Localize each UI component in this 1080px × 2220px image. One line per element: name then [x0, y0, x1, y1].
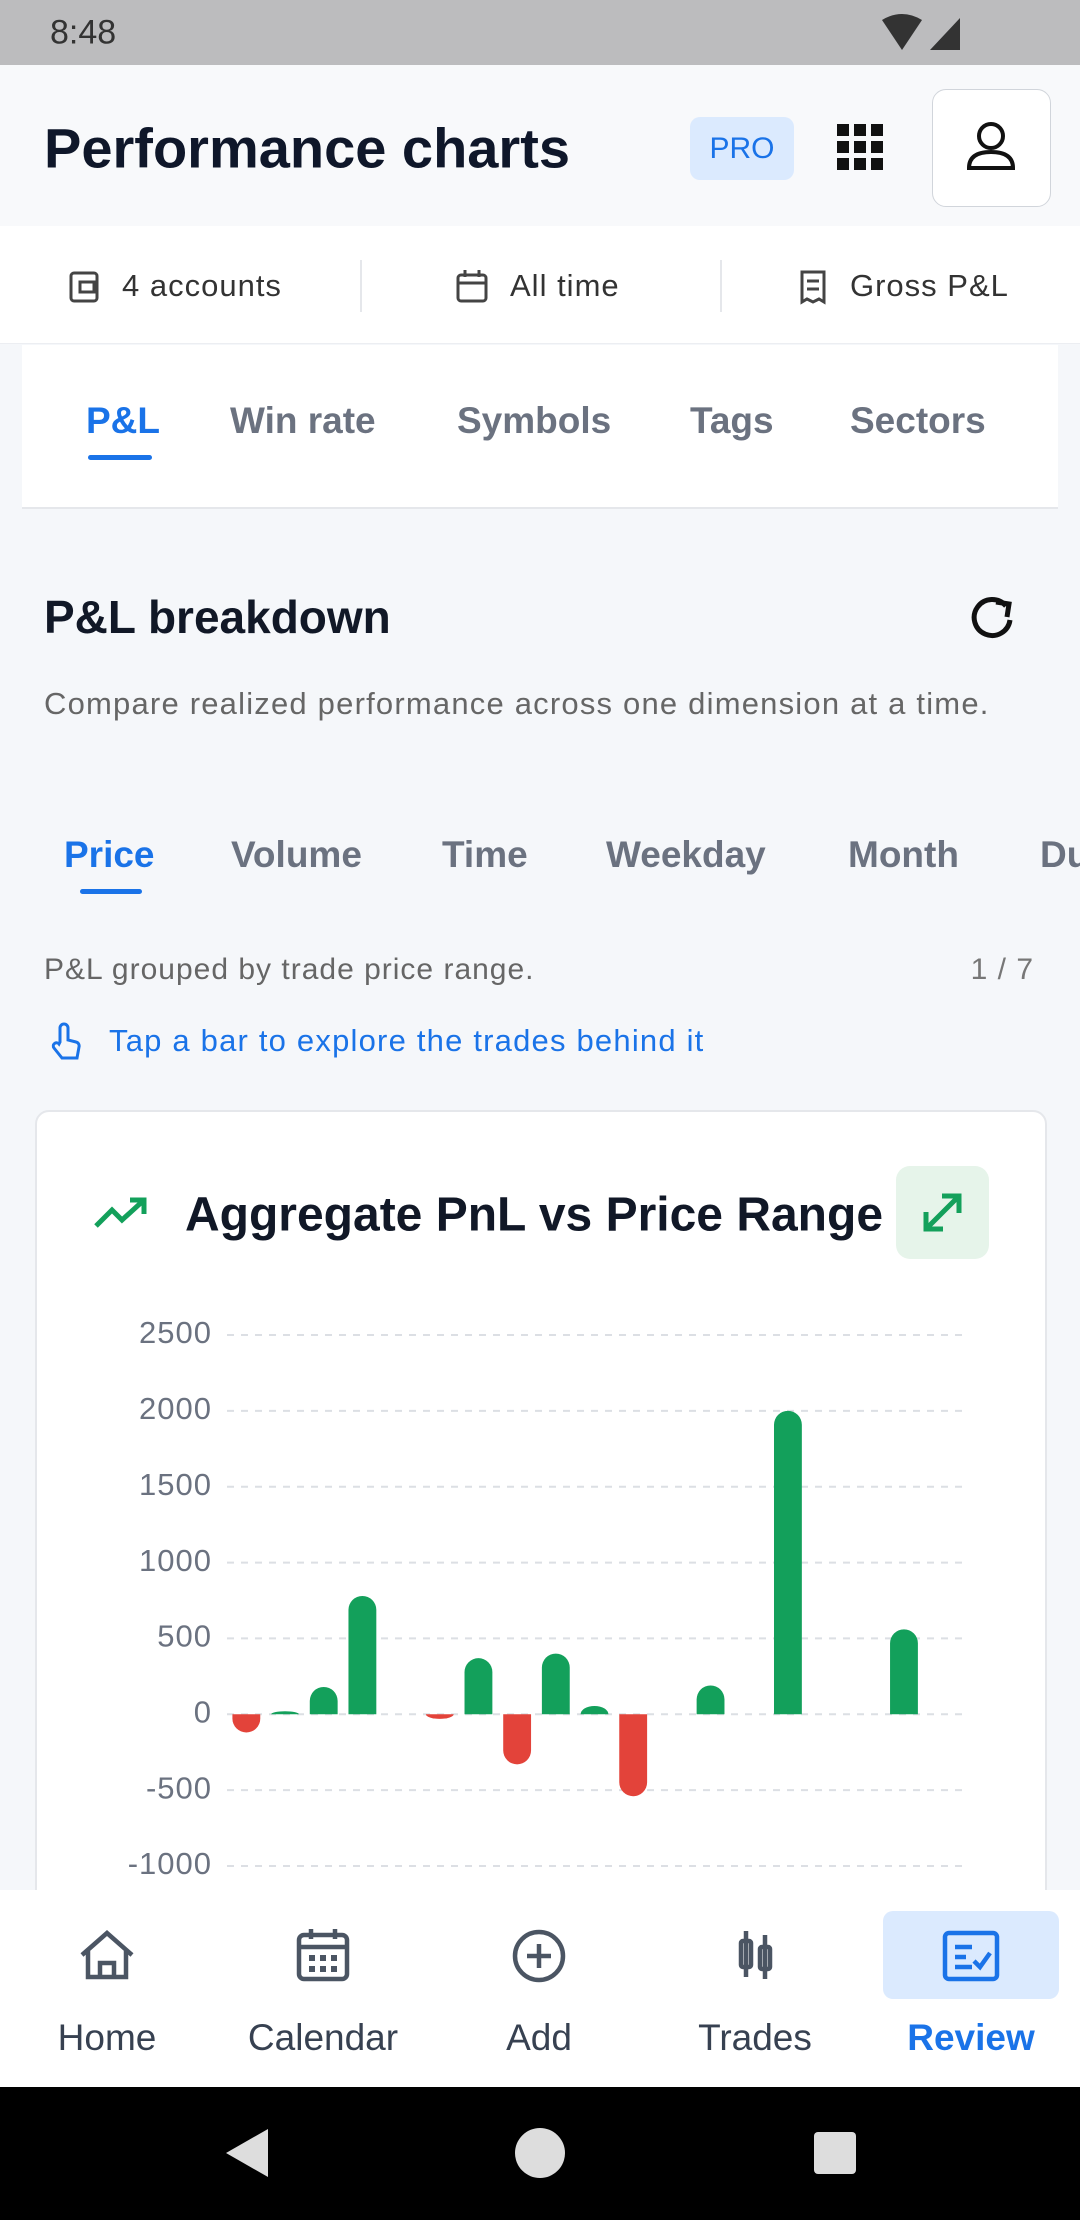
bar-shape[interactable] [696, 1685, 725, 1715]
divider [360, 260, 362, 312]
y-tick-label: 2000 [139, 1391, 212, 1426]
bar-shape[interactable] [271, 1711, 299, 1715]
subtab[interactable]: Weekday [606, 834, 766, 875]
tab[interactable]: Symbols [457, 400, 612, 441]
bar-shape[interactable] [619, 1714, 648, 1797]
status-time: 8:48 [50, 13, 117, 52]
bar-shape[interactable] [890, 1629, 918, 1715]
section-title: P&L breakdown [44, 591, 391, 643]
system-nav [0, 2087, 1080, 2220]
nav-item[interactable]: Trades [698, 2017, 812, 2058]
bar-shape[interactable] [425, 1714, 454, 1719]
y-tick-label: 0 [194, 1694, 212, 1729]
tap-icon [51, 1022, 81, 1060]
filter-pnl[interactable]: Gross P&L [850, 268, 1009, 303]
nav-active-bg [883, 1911, 1059, 1999]
y-tick-label: 2500 [139, 1315, 212, 1350]
nav-item[interactable]: Calendar [247, 2017, 399, 2058]
page-title: Performance charts [44, 116, 571, 180]
subtab-clip: Du [1040, 830, 1080, 880]
report-icon [800, 270, 826, 305]
bar-shape[interactable] [503, 1714, 532, 1765]
tab-indicator [88, 455, 152, 460]
bar[interactable] [580, 1705, 609, 1715]
bar[interactable] [271, 1711, 299, 1715]
pager: 1 / 7 [970, 953, 1034, 986]
bar-shape[interactable] [541, 1653, 570, 1715]
filter-accounts[interactable]: 4 accounts [122, 268, 282, 303]
subtab[interactable]: Time [442, 834, 528, 875]
chart-card [35, 1110, 1047, 1934]
bar[interactable] [696, 1685, 725, 1715]
filter-range[interactable]: All time [510, 268, 620, 303]
refresh-icon[interactable] [966, 592, 1018, 644]
bar[interactable] [503, 1714, 532, 1765]
trend-icon [94, 1197, 147, 1228]
divider [720, 260, 722, 312]
expand-button[interactable] [896, 1166, 989, 1259]
y-tick-label: 1000 [139, 1543, 212, 1578]
calendar-icon [456, 270, 488, 303]
accounts-icon [69, 271, 99, 303]
subtab[interactable]: Volume [231, 834, 362, 875]
bar[interactable] [541, 1653, 570, 1715]
apps-icon[interactable] [837, 124, 883, 170]
expand-icon [923, 1193, 962, 1232]
status-icons [882, 14, 960, 50]
nav-item[interactable]: Add [506, 2017, 572, 2058]
bar-shape[interactable] [348, 1595, 377, 1715]
bar[interactable] [232, 1714, 261, 1733]
header [0, 65, 1080, 226]
section-description: Compare realized performance across one … [44, 686, 990, 721]
chart-title: Aggregate PnL vs Price Range [185, 1188, 884, 1242]
bar[interactable] [773, 1410, 802, 1715]
tab[interactable]: Win rate [230, 400, 376, 441]
chart: -1000 -500 0 500 1000 1500 2000 2500 [128, 1315, 962, 1881]
y-tick-label: -1000 [128, 1846, 212, 1881]
nav-item-active[interactable]: Review [907, 2017, 1035, 2058]
bar[interactable] [464, 1658, 493, 1715]
subtab[interactable]: Du [1040, 834, 1080, 875]
y-tick-label: 500 [157, 1619, 212, 1654]
tab[interactable]: Sectors [850, 400, 986, 441]
filter-bar [0, 226, 1080, 344]
bar[interactable] [425, 1714, 454, 1719]
bar[interactable] [890, 1629, 918, 1715]
subtab[interactable]: Month [848, 834, 959, 875]
caption: P&L grouped by trade price range. [44, 953, 535, 986]
subtab-active[interactable]: Price [64, 834, 155, 875]
bar-shape[interactable] [773, 1410, 802, 1715]
profile-icon [966, 122, 1016, 170]
subtab-indicator [80, 889, 142, 894]
hint: Tap a bar to explore the trades behind i… [109, 1023, 705, 1058]
nav-item[interactable]: Home [57, 2017, 157, 2058]
y-tick-label: -500 [146, 1770, 212, 1805]
bar-shape[interactable] [309, 1686, 338, 1715]
pro-badge[interactable]: PRO [690, 117, 794, 180]
tab-active[interactable]: P&L [86, 400, 160, 441]
y-tick-label: 1500 [139, 1467, 212, 1502]
bar-shape[interactable] [580, 1705, 609, 1715]
bar[interactable] [619, 1714, 648, 1797]
bar[interactable] [309, 1686, 338, 1715]
profile-button[interactable] [932, 89, 1051, 207]
bar-shape[interactable] [464, 1658, 493, 1715]
bar-shape[interactable] [232, 1714, 261, 1733]
bar[interactable] [348, 1595, 377, 1715]
tab[interactable]: Tags [690, 400, 774, 441]
nav-icons [80, 1929, 1000, 1983]
tab-bar [22, 345, 1058, 509]
